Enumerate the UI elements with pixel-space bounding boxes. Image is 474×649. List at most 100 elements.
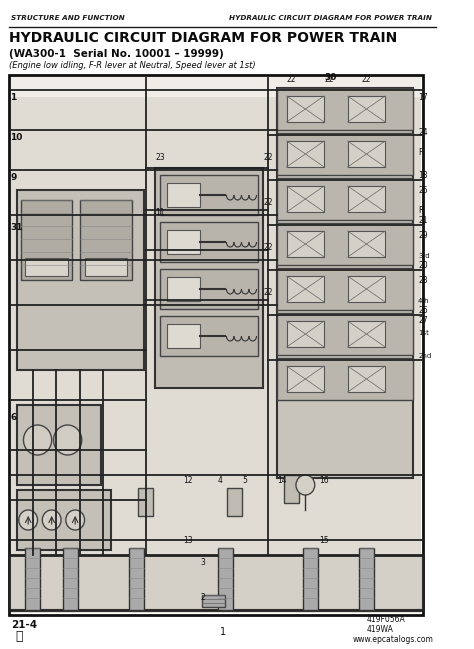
Bar [160,316,258,356]
Text: 22: 22 [287,75,296,84]
Bar [84,258,127,276]
Text: 22: 22 [362,75,371,84]
Bar [347,96,385,122]
Text: (WA300-1  Serial No. 10001 – 19999): (WA300-1 Serial No. 10001 – 19999) [9,49,224,59]
Bar [218,548,233,610]
Text: HYDRAULIC CIRCUIT DIAGRAM FOR POWER TRAIN: HYDRAULIC CIRCUIT DIAGRAM FOR POWER TRAI… [9,31,398,45]
Text: 16: 16 [319,476,329,485]
Bar [347,141,385,167]
Text: 4th: 4th [418,298,430,304]
Bar [17,190,144,370]
Bar [9,75,423,615]
Text: 419F056A: 419F056A [366,615,405,624]
Bar [277,223,413,265]
Bar [17,405,101,485]
Bar [359,548,374,610]
Text: STRUCTURE AND FUNCTION: STRUCTURE AND FUNCTION [11,15,125,21]
Bar [287,141,324,167]
Circle shape [66,510,84,530]
Bar [287,321,324,347]
Bar [277,268,413,310]
Bar [9,555,423,610]
Text: 2nd: 2nd [418,353,431,359]
Text: 24: 24 [418,128,428,137]
Bar [11,77,421,613]
Bar [347,276,385,302]
Circle shape [296,475,315,495]
Bar [277,133,413,175]
Text: 419WA: 419WA [366,625,393,634]
Bar [21,200,73,280]
Bar [277,88,413,478]
Text: F: F [418,148,422,157]
Text: 1st: 1st [418,330,429,336]
Text: 10: 10 [10,133,23,142]
Text: 4: 4 [218,476,223,485]
Text: 29: 29 [418,231,428,240]
Text: 22: 22 [263,153,273,162]
Bar [129,548,144,610]
Text: 3rd: 3rd [418,253,430,259]
Bar [167,277,200,301]
Bar [277,313,413,355]
Text: 25: 25 [418,186,428,195]
Text: 22: 22 [324,75,334,84]
Text: 3: 3 [200,558,205,567]
Bar [287,366,324,392]
Bar [347,231,385,257]
Text: 1: 1 [219,627,226,637]
Bar [277,358,413,400]
Bar [167,324,200,348]
Bar [287,186,324,212]
Text: 21-4: 21-4 [11,620,37,630]
Circle shape [54,425,82,455]
Text: 28: 28 [418,276,428,285]
Text: 9: 9 [10,173,17,182]
Text: 26: 26 [418,306,428,315]
Bar [287,231,324,257]
Text: 23: 23 [155,153,164,162]
Circle shape [19,510,37,530]
Bar [160,269,258,309]
Bar [302,548,318,610]
Bar [155,168,263,388]
Bar [11,557,421,608]
Text: 31: 31 [10,223,23,232]
Text: 11: 11 [155,208,164,217]
Bar [202,595,226,607]
Text: 22: 22 [263,198,273,207]
Bar [347,366,385,392]
Bar [11,77,421,97]
Text: 22: 22 [263,243,273,252]
Text: 5: 5 [242,476,247,485]
Text: 17: 17 [418,93,428,102]
Bar [228,488,242,516]
Circle shape [42,510,61,530]
Bar [277,178,413,220]
Bar [347,186,385,212]
Text: 1: 1 [10,93,17,102]
Text: 30: 30 [324,73,337,82]
Text: 22: 22 [263,288,273,297]
Text: 6: 6 [10,413,17,422]
Text: 21: 21 [418,216,428,225]
Text: 15: 15 [319,536,329,545]
Bar [63,548,78,610]
Bar [277,88,413,130]
Text: 27: 27 [418,316,428,325]
Text: www.epcatalogs.com: www.epcatalogs.com [352,635,433,644]
Bar [160,175,258,215]
Text: 2: 2 [200,593,205,602]
Bar [160,222,258,262]
Text: 14: 14 [277,476,287,485]
Bar [26,258,68,276]
Text: 20: 20 [418,261,428,270]
Bar [287,276,324,302]
Circle shape [24,425,52,455]
Text: R: R [418,206,423,215]
Text: (Engine low idling, F-R lever at Neutral, Speed lever at 1st): (Engine low idling, F-R lever at Neutral… [9,61,256,70]
Bar [80,200,132,280]
Bar [138,488,153,516]
Text: 18: 18 [418,171,428,180]
Text: HYDRAULIC CIRCUIT DIAGRAM FOR POWER TRAIN: HYDRAULIC CIRCUIT DIAGRAM FOR POWER TRAI… [229,15,432,21]
